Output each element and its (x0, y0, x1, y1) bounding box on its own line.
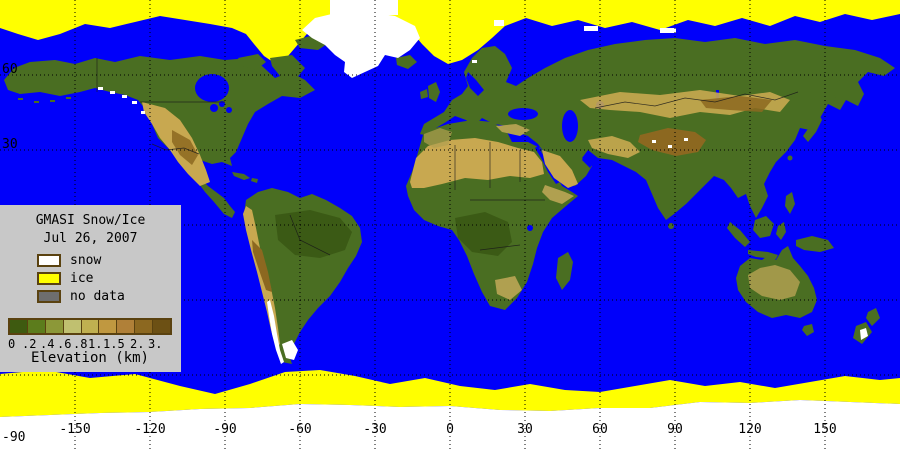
himalaya-snow (652, 138, 688, 148)
legend-item-label: no data (70, 289, 125, 304)
patagonia-snow (267, 300, 298, 364)
ice-swatch (37, 272, 61, 285)
scandinavia-snow (472, 60, 477, 63)
colorbar-segment (98, 320, 117, 333)
alaska-coast-snow (98, 87, 145, 114)
madagascar (556, 252, 573, 290)
colorbar-segment (80, 320, 99, 333)
lon-tick-label: 90 (667, 422, 683, 437)
antarctic-ice (0, 370, 900, 417)
svalbard-snow (494, 20, 504, 26)
congo-forest (455, 212, 512, 256)
hudson-bay (195, 74, 229, 102)
sumatra (727, 222, 750, 247)
japan (803, 112, 822, 142)
terrain-overlays (142, 90, 800, 348)
borneo (753, 216, 774, 238)
colorbar-tick: 2. (130, 337, 145, 351)
colorbar-segment (134, 320, 153, 333)
lon-tick-label: 150 (813, 422, 837, 437)
colorbar-caption: Elevation (km) (30, 350, 149, 366)
lat-tick-label: -90 (2, 430, 26, 445)
legend-item-label: ice (70, 271, 94, 286)
colorbar-segment (26, 320, 45, 333)
polar-cap-snow (330, 0, 398, 15)
colorbar-tick: 1.5 (103, 337, 125, 351)
colorbar-tick: 0 (8, 337, 16, 351)
snow-swatch (37, 254, 61, 267)
australia-outback (748, 265, 800, 300)
great-lakes (210, 104, 218, 112)
colorbar-tick: .6 (57, 337, 72, 351)
legend-item-ice: ice (37, 271, 93, 286)
lat-tick-label: 30 (2, 137, 18, 152)
lon-tick-label: 0 (446, 422, 454, 437)
taiwan (787, 155, 793, 161)
great-basin-terrain (172, 130, 198, 165)
legend-date: Jul 26, 2007 (43, 231, 138, 246)
lon-tick-label: -30 (363, 422, 387, 437)
baltic-sea (466, 72, 484, 96)
snow-patches (98, 0, 868, 364)
novaya-zemlya-snow (584, 26, 598, 31)
arabia-desert (542, 150, 578, 188)
new-zealand (853, 308, 880, 344)
caspian-sea (562, 110, 578, 142)
sakhalin (834, 80, 843, 104)
tasmania (802, 324, 814, 336)
lon-tick-label: -150 (59, 422, 91, 437)
colorbar-segment (44, 320, 63, 333)
greenland-snow (302, 12, 420, 78)
altiplano-terrain (252, 240, 272, 292)
persian-gulf (582, 155, 594, 168)
gobi-desert (700, 96, 772, 112)
british-isles (420, 82, 440, 102)
colorbar-tick: .8 (73, 337, 88, 351)
legend-title: GMASI Snow/Ice (35, 213, 146, 228)
legend-item-label: snow (70, 253, 102, 268)
iberia-terrain (424, 128, 452, 148)
lon-tick-label: -60 (288, 422, 312, 437)
lon-tick-label: 30 (517, 422, 533, 437)
colorbar-tick: .2 (22, 337, 37, 351)
sri-lanka (668, 223, 674, 229)
colorbar-tick-labels: 0 .2 .4 .6 .8 1. 1.5 2. 3. (8, 337, 176, 351)
horn-of-africa-terrain (542, 185, 574, 204)
sulawesi (776, 222, 786, 240)
anatolia-terrain (496, 124, 530, 136)
iran-plateau (588, 136, 640, 158)
lake-victoria (527, 225, 533, 231)
caribbean-islands (232, 172, 258, 183)
colorbar-segment (10, 320, 27, 333)
colorbar-tick: 1. (88, 337, 103, 351)
elevation-colorbar (8, 318, 172, 335)
black-sea (508, 108, 538, 120)
lon-tick-label: 60 (592, 422, 608, 437)
legend-item-no-data: no data (37, 289, 125, 304)
lat-tick-label: 60 (2, 62, 18, 77)
nz-southern-alps-snow (860, 328, 868, 340)
iceland (396, 55, 417, 69)
colorbar-tick: 3. (148, 337, 163, 351)
lon-tick-label: 120 (738, 422, 762, 437)
no-data-swatch (37, 290, 61, 303)
eurasia (420, 38, 895, 220)
kalahari-desert (495, 276, 522, 300)
colorbar-segment (152, 320, 171, 333)
colorbar-tick: .4 (40, 337, 55, 351)
tibetan-plateau (638, 128, 706, 156)
colorbar-segment (62, 320, 81, 333)
sahara-desert (410, 138, 544, 188)
philippines (785, 192, 795, 214)
legend-panel: GMASI Snow/Ice Jul 26, 2007 snow ice no … (0, 205, 181, 372)
colorbar-segment (116, 320, 135, 333)
amazon-forest (275, 210, 352, 258)
country-borders (96, 58, 799, 256)
legend-item-snow: snow (37, 253, 101, 268)
lon-tick-label: -120 (134, 422, 166, 437)
arctic-islands (238, 34, 330, 80)
lon-tick-label: -90 (213, 422, 237, 437)
